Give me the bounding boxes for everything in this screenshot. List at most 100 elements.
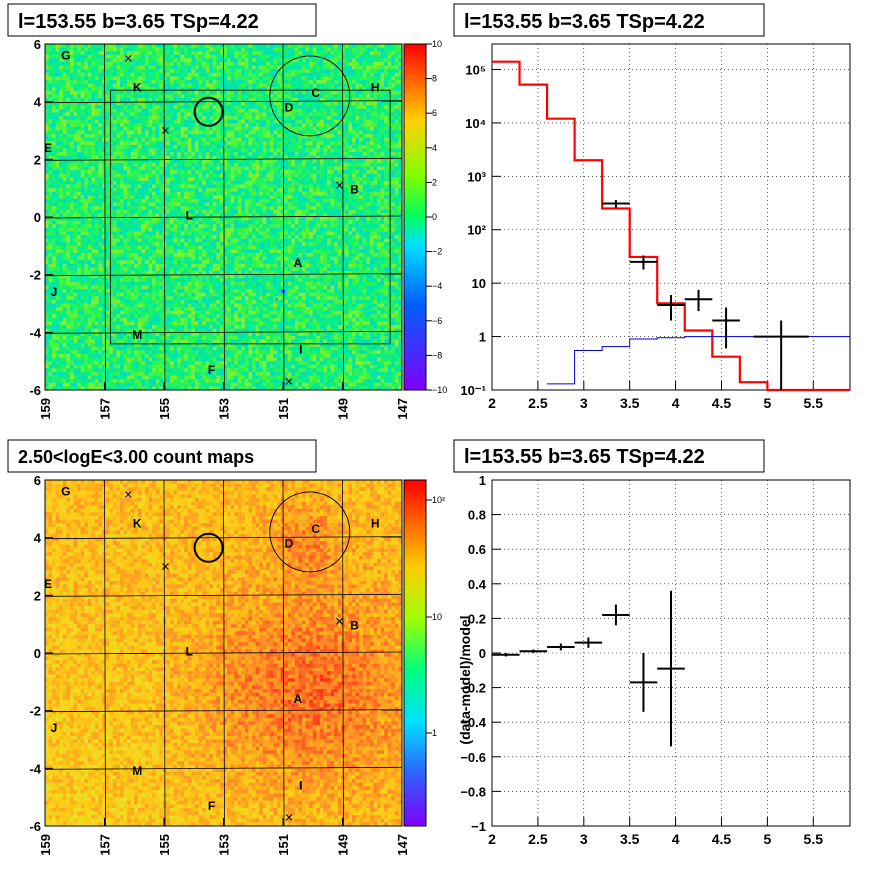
heatmap-cell <box>319 177 324 182</box>
heatmap-cell <box>319 170 324 175</box>
heatmap-cell <box>216 166 221 171</box>
heatmap-cell <box>80 62 85 66</box>
heatmap-cell <box>191 206 196 211</box>
heatmap-cell <box>87 101 92 106</box>
heatmap-cell <box>252 116 256 120</box>
heatmap-cell <box>230 123 235 128</box>
heatmap-cell <box>284 209 289 214</box>
heatmap-cell <box>205 206 210 211</box>
heatmap-cell <box>55 220 60 225</box>
heatmap-cell <box>202 76 206 81</box>
heatmap-cell <box>348 123 353 128</box>
heatmap-cell <box>341 144 346 149</box>
heatmap-cell <box>373 141 378 146</box>
heatmap-cell <box>55 180 60 185</box>
heatmap-cell <box>123 152 128 157</box>
heatmap-cell <box>112 170 117 175</box>
heatmap-cell <box>280 166 285 171</box>
heatmap-cell <box>80 123 85 128</box>
heatmap-cell <box>123 112 128 117</box>
heatmap-cell <box>62 148 67 153</box>
heatmap-cell <box>69 101 74 106</box>
heatmap-cell <box>337 116 342 120</box>
heatmap-cell <box>294 162 299 167</box>
heatmap-cell <box>348 191 353 196</box>
heatmap-cell <box>369 116 374 120</box>
heatmap-cell <box>252 213 256 218</box>
heatmap-cell <box>244 170 249 175</box>
heatmap-cell <box>280 173 285 178</box>
heatmap-cell <box>216 134 221 138</box>
heatmap-cell <box>362 209 367 214</box>
heatmap-cell <box>327 209 331 214</box>
heatmap-cell <box>341 101 346 106</box>
heatmap-cell <box>102 209 106 214</box>
heatmap-cell <box>52 202 57 207</box>
heatmap-cell <box>398 198 403 203</box>
heatmap-cell <box>337 191 342 196</box>
heatmap-cell <box>216 144 221 149</box>
heatmap-cell <box>377 69 381 74</box>
heatmap-cell <box>280 141 285 146</box>
heatmap-cell <box>187 180 192 185</box>
heatmap-cell <box>227 206 231 211</box>
heatmap-cell <box>369 76 374 81</box>
heatmap-cell <box>212 184 217 189</box>
heatmap-cell <box>148 173 153 178</box>
heatmap-cell <box>119 94 124 99</box>
heatmap-cell <box>62 44 67 48</box>
heatmap-cell <box>241 173 246 178</box>
heatmap-cell <box>273 44 278 48</box>
heatmap-cell <box>119 206 124 211</box>
heatmap-cell <box>184 76 189 81</box>
heatmap-cell <box>55 162 60 167</box>
heatmap-cell <box>362 188 367 193</box>
heatmap-cell <box>169 72 174 77</box>
heatmap-cell <box>316 47 321 52</box>
heatmap-cell <box>284 144 289 149</box>
heatmap-cell <box>219 148 224 153</box>
heatmap-cell <box>398 148 403 153</box>
heatmap-cell <box>202 58 206 63</box>
heatmap-cell <box>398 209 403 214</box>
heatmap-cell <box>259 213 264 218</box>
heatmap-cell <box>262 191 267 196</box>
heatmap-cell <box>112 166 117 171</box>
heatmap-cell <box>55 134 60 138</box>
heatmap-cell <box>344 130 349 135</box>
heatmap-cell <box>87 65 92 70</box>
heatmap-cell <box>134 80 139 84</box>
heatmap-cell <box>227 209 231 214</box>
heatmap-cell <box>337 209 342 214</box>
heatmap-cell <box>48 54 53 59</box>
heatmap-cell <box>205 177 210 182</box>
heatmap-cell <box>341 112 346 117</box>
heatmap-cell <box>305 184 310 189</box>
heatmap-cell <box>248 202 253 207</box>
heatmap-cell <box>305 80 310 84</box>
heatmap-cell <box>134 180 139 185</box>
heatmap-cell <box>137 54 142 59</box>
heatmap-cell <box>227 44 231 48</box>
heatmap-cell <box>123 177 128 182</box>
heatmap-cell <box>359 58 364 63</box>
heatmap-cell <box>55 206 60 211</box>
heatmap-cell <box>398 202 403 207</box>
heatmap-cell <box>334 116 339 120</box>
heatmap-cell <box>123 173 128 178</box>
heatmap-cell <box>180 123 185 128</box>
heatmap-cell <box>391 144 396 149</box>
heatmap-cell <box>219 51 224 56</box>
heatmap-cell <box>362 116 367 120</box>
heatmap-cell <box>187 62 192 66</box>
heatmap-cell <box>241 177 246 182</box>
heatmap-cell <box>241 148 246 153</box>
heatmap-cell <box>252 112 256 117</box>
heatmap-cell <box>91 101 96 106</box>
heatmap-cell <box>237 137 242 142</box>
heatmap-cell <box>255 76 260 81</box>
heatmap-cell <box>144 108 149 113</box>
heatmap-cell <box>344 134 349 138</box>
heatmap-cell <box>159 144 164 149</box>
heatmap-cell <box>298 105 303 110</box>
